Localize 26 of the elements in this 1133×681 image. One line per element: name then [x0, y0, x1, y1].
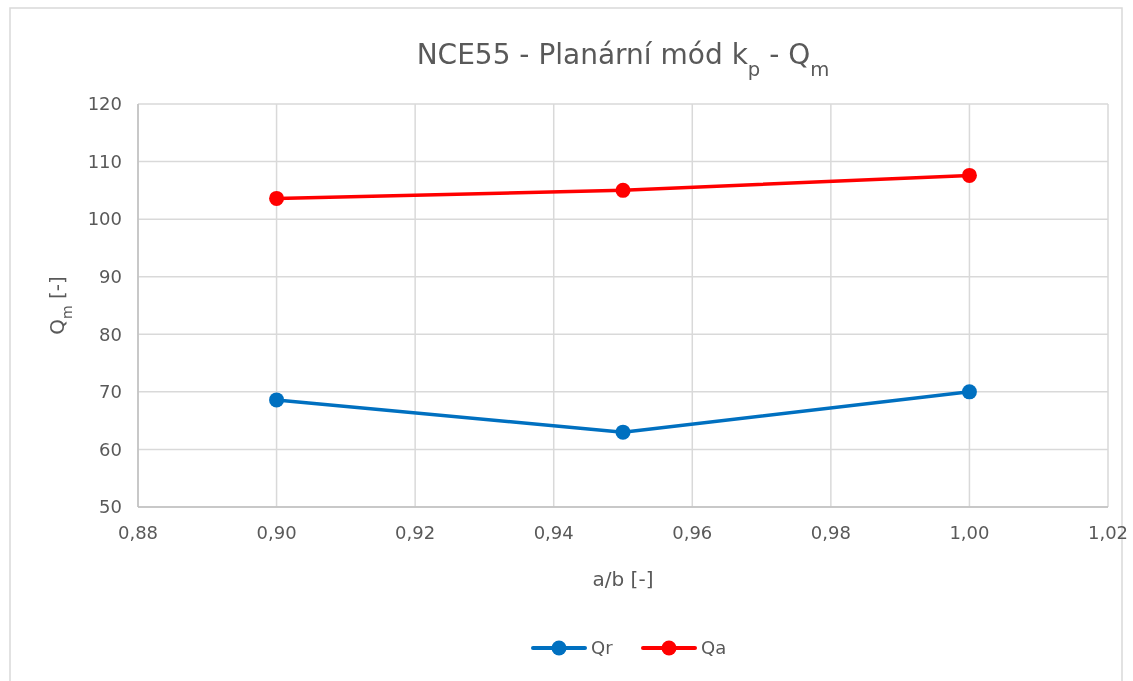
x-tick-label: 1,02 [1087, 522, 1129, 543]
x-tick-label: 0,90 [256, 522, 297, 543]
x-tick-label: 0,96 [672, 522, 713, 543]
y-tick-label: 90 [99, 266, 122, 288]
legend-label: Qr [591, 637, 614, 659]
point [961, 167, 977, 183]
point [961, 384, 977, 400]
point [269, 392, 285, 408]
x-tick-label: 0,88 [117, 522, 159, 543]
y-tick-label: 60 [99, 438, 122, 460]
chart-title: NCE55 - Planární mód k$_{p}$ - Q$_{m}$ [416, 38, 830, 81]
y-tick-label: 70 [99, 381, 122, 403]
x-tick-label: 0,98 [810, 522, 851, 543]
x-axis-title: a/b [-] [592, 567, 654, 591]
x-tick-label: 0,92 [395, 522, 436, 543]
y-tick-label: 120 [87, 93, 122, 115]
x-tick-label: 0,94 [533, 522, 574, 543]
x-tick-label: 1,00 [949, 522, 990, 543]
point [269, 190, 285, 206]
legend-label: Qa [701, 637, 727, 659]
y-tick-label: 110 [87, 150, 122, 172]
y-tick-label: 50 [99, 496, 122, 518]
point [615, 424, 631, 440]
point [615, 182, 631, 198]
y-tick-label: 80 [99, 323, 122, 345]
y-tick-label: 100 [87, 208, 122, 230]
